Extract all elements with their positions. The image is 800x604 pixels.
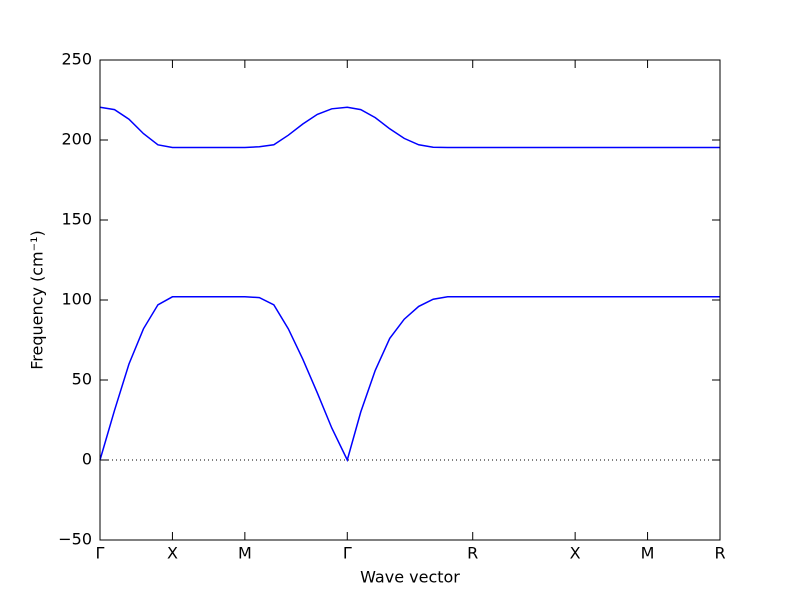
y-tick-label: 50: [72, 370, 92, 389]
x-axis-label: Wave vector: [360, 568, 460, 587]
x-tick-label: R: [467, 544, 478, 563]
y-tick-label: 100: [61, 290, 92, 309]
y-axis-label: Frequency (cm⁻¹): [28, 230, 47, 369]
x-tick-label: M: [238, 544, 252, 563]
x-tick-label: Γ: [96, 544, 105, 563]
x-tick-label: X: [167, 544, 178, 563]
x-tick-label: Γ: [343, 544, 352, 563]
y-tick-label: 0: [82, 450, 92, 469]
band-line: [99, 106, 720, 149]
y-tick-label: −50: [58, 530, 92, 549]
y-tick-label: 200: [61, 130, 92, 149]
x-tick-label: R: [714, 544, 725, 563]
band-line: [99, 296, 720, 463]
x-tick-label: X: [570, 544, 581, 563]
plot-frame: [99, 59, 721, 541]
x-tick-label: M: [641, 544, 655, 563]
y-tick-label: 150: [61, 210, 92, 229]
y-tick-label: 250: [61, 50, 92, 69]
